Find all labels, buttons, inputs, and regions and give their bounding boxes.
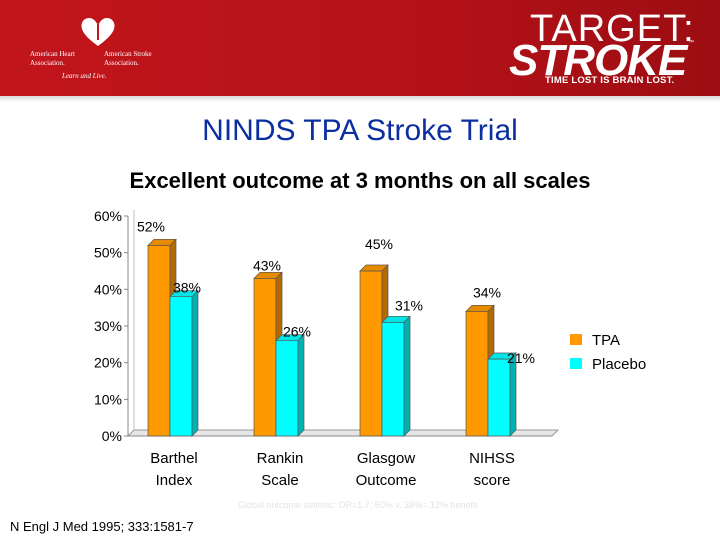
heart-torch-icon	[81, 17, 115, 46]
banner-shadow	[0, 96, 720, 102]
footnote: Global outcome statistic: OR=1.7; 50% v.…	[238, 500, 478, 510]
bar-placebo-3	[487, 358, 511, 437]
bar-tpa-2	[359, 270, 383, 437]
x-tick-label: Index	[156, 472, 193, 489]
bar-side-placebo-3	[509, 352, 517, 437]
aha-tagline: Learn and Live.	[62, 72, 107, 80]
trademark-mark: ™	[688, 40, 694, 46]
x-tick-label: Glasgow	[357, 450, 416, 467]
bar-tpa-0	[147, 244, 171, 437]
citation: N Engl J Med 1995; 333:1581-7	[10, 519, 194, 534]
bar-side-placebo-0	[191, 289, 199, 437]
x-tick-label: Barthel	[150, 450, 198, 467]
data-label-tpa-0: 52%	[137, 218, 165, 234]
bar-side-placebo-2	[403, 315, 411, 437]
bar-tpa-1	[253, 277, 277, 437]
data-label-tpa-2: 45%	[365, 236, 393, 252]
legend-swatch-placebo	[570, 358, 582, 369]
asa-name: American Stroke Association.	[104, 50, 152, 67]
data-label-placebo-1: 26%	[283, 324, 311, 340]
legend-label-tpa: TPA	[592, 332, 620, 349]
x-tick-label: Scale	[261, 472, 299, 489]
header-banner: American Heart Association. American Str…	[0, 0, 720, 96]
x-tick-label: Rankin	[257, 450, 304, 467]
stroke-text: STROKE	[509, 36, 687, 85]
y-tick-label: 30%	[94, 318, 122, 334]
data-label-tpa-1: 43%	[253, 257, 281, 273]
campaign-tagline: TIME LOST IS BRAIN LOST.	[545, 75, 675, 86]
legend-label-placebo: Placebo	[592, 356, 646, 373]
slide-subtitle: Excellent outcome at 3 months on all sca…	[129, 168, 591, 193]
y-tick-label: 10%	[94, 391, 122, 407]
x-tick-label: Outcome	[356, 472, 417, 489]
bar-placebo-2	[381, 321, 405, 437]
y-tick-label: 0%	[102, 428, 122, 444]
data-label-placebo-0: 38%	[173, 280, 201, 296]
y-tick-label: 20%	[94, 355, 122, 371]
bar-tpa-3	[465, 310, 489, 437]
target-text: TARGET:	[530, 8, 695, 50]
data-label-tpa-3: 34%	[473, 284, 501, 300]
data-label-placebo-2: 31%	[395, 297, 423, 313]
x-tick-label: score	[474, 472, 511, 489]
legend-swatch-tpa	[570, 334, 582, 345]
bar-placebo-0	[169, 296, 193, 437]
y-tick-label: 60%	[94, 208, 122, 224]
y-tick-label: 40%	[94, 281, 122, 297]
y-tick-label: 50%	[94, 245, 122, 261]
data-label-placebo-3: 21%	[507, 350, 535, 366]
bar-side-placebo-1	[297, 333, 305, 437]
slide-title: NINDS TPA Stroke Trial	[202, 114, 518, 147]
aha-name: American Heart Association.	[30, 50, 75, 67]
bar-placebo-1	[275, 340, 299, 437]
x-tick-label: NIHSS	[469, 450, 515, 467]
